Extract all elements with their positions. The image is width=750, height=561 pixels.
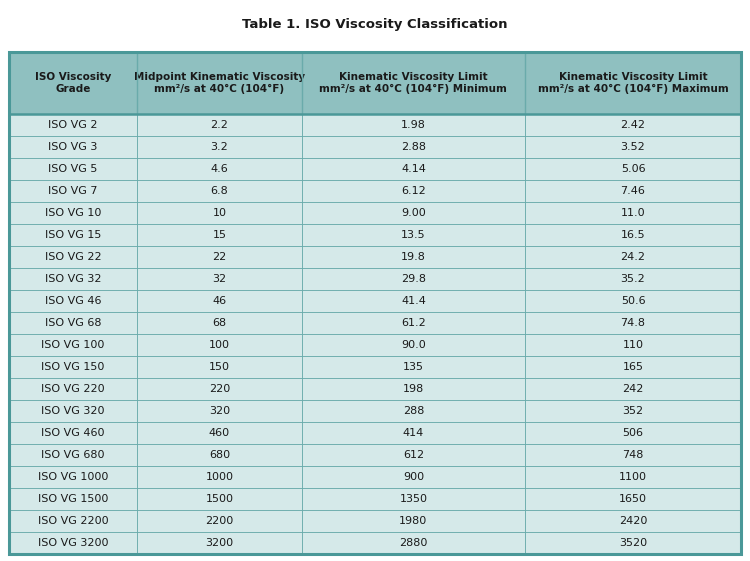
Text: ISO VG 22: ISO VG 22 — [45, 252, 101, 263]
Text: 9.00: 9.00 — [401, 208, 426, 218]
Text: 165: 165 — [622, 362, 644, 373]
Text: 16.5: 16.5 — [621, 231, 645, 241]
Text: ISO VG 3: ISO VG 3 — [48, 142, 98, 153]
Text: 19.8: 19.8 — [401, 252, 426, 263]
Text: ISO VG 320: ISO VG 320 — [41, 406, 105, 416]
Bar — [9, 52, 741, 114]
Text: 135: 135 — [403, 362, 424, 373]
Text: ISO VG 2: ISO VG 2 — [48, 121, 98, 131]
Text: 61.2: 61.2 — [401, 318, 426, 328]
Text: ISO VG 220: ISO VG 220 — [41, 384, 105, 394]
Text: 46: 46 — [212, 296, 226, 306]
Text: 1000: 1000 — [206, 472, 233, 482]
Text: ISO VG 7: ISO VG 7 — [48, 186, 98, 196]
Text: 74.8: 74.8 — [620, 318, 646, 328]
Text: 2.88: 2.88 — [401, 142, 426, 153]
Text: 1650: 1650 — [619, 494, 647, 504]
Text: 29.8: 29.8 — [401, 274, 426, 284]
Text: 1500: 1500 — [206, 494, 233, 504]
Text: 288: 288 — [403, 406, 424, 416]
Text: 24.2: 24.2 — [620, 252, 646, 263]
Text: 13.5: 13.5 — [401, 231, 426, 241]
Text: ISO VG 5: ISO VG 5 — [48, 164, 98, 174]
Text: ISO VG 100: ISO VG 100 — [41, 341, 105, 351]
Text: 198: 198 — [403, 384, 424, 394]
Text: ISO VG 1500: ISO VG 1500 — [38, 494, 108, 504]
Text: 2880: 2880 — [399, 538, 427, 548]
Text: ISO VG 10: ISO VG 10 — [45, 208, 101, 218]
Text: ISO VG 68: ISO VG 68 — [45, 318, 101, 328]
Text: 15: 15 — [212, 231, 226, 241]
Text: 414: 414 — [403, 428, 424, 438]
Text: ISO VG 15: ISO VG 15 — [45, 231, 101, 241]
Text: ISO VG 460: ISO VG 460 — [41, 428, 105, 438]
Text: 35.2: 35.2 — [621, 274, 646, 284]
Text: ISO VG 150: ISO VG 150 — [41, 362, 105, 373]
Text: 10: 10 — [212, 208, 226, 218]
Text: 3520: 3520 — [619, 538, 647, 548]
Text: Table 1. ISO Viscosity Classification: Table 1. ISO Viscosity Classification — [242, 18, 508, 31]
Text: 3.52: 3.52 — [621, 142, 646, 153]
Text: ISO VG 46: ISO VG 46 — [45, 296, 101, 306]
Text: 1100: 1100 — [619, 472, 647, 482]
Text: 50.6: 50.6 — [621, 296, 645, 306]
Text: 900: 900 — [403, 472, 424, 482]
Text: 7.46: 7.46 — [620, 186, 646, 196]
Text: 1.98: 1.98 — [401, 121, 426, 131]
Text: 110: 110 — [622, 341, 644, 351]
Text: 68: 68 — [212, 318, 226, 328]
Text: ISO VG 3200: ISO VG 3200 — [38, 538, 108, 548]
Text: ISO VG 1000: ISO VG 1000 — [38, 472, 108, 482]
Text: 320: 320 — [209, 406, 230, 416]
Text: 3200: 3200 — [206, 538, 233, 548]
Text: 1980: 1980 — [399, 516, 427, 526]
Text: 2.2: 2.2 — [211, 121, 229, 131]
Text: 32: 32 — [212, 274, 226, 284]
Bar — [9, 52, 741, 554]
Text: 11.0: 11.0 — [621, 208, 645, 218]
Text: Kinematic Viscosity Limit
mm²/s at 40°C (104°F) Maximum: Kinematic Viscosity Limit mm²/s at 40°C … — [538, 72, 728, 94]
Text: 506: 506 — [622, 428, 644, 438]
Text: 612: 612 — [403, 450, 424, 461]
Text: 100: 100 — [209, 341, 230, 351]
Text: 460: 460 — [209, 428, 230, 438]
Text: ISO VG 680: ISO VG 680 — [41, 450, 105, 461]
Text: 1350: 1350 — [400, 494, 427, 504]
Text: 4.6: 4.6 — [211, 164, 228, 174]
Text: 6.12: 6.12 — [401, 186, 426, 196]
Text: Kinematic Viscosity Limit
mm²/s at 40°C (104°F) Minimum: Kinematic Viscosity Limit mm²/s at 40°C … — [320, 72, 507, 94]
Text: ISO VG 32: ISO VG 32 — [45, 274, 101, 284]
Text: 220: 220 — [209, 384, 230, 394]
Text: Midpoint Kinematic Viscosity
mm²/s at 40°C (104°F): Midpoint Kinematic Viscosity mm²/s at 40… — [134, 72, 305, 94]
Text: 41.4: 41.4 — [401, 296, 426, 306]
Text: ISO VG 2200: ISO VG 2200 — [38, 516, 108, 526]
Text: 150: 150 — [209, 362, 230, 373]
Text: 2420: 2420 — [619, 516, 647, 526]
Text: 6.8: 6.8 — [211, 186, 228, 196]
Bar — [9, 52, 741, 554]
Text: 748: 748 — [622, 450, 644, 461]
Text: 2.42: 2.42 — [620, 121, 646, 131]
Text: 242: 242 — [622, 384, 644, 394]
Text: 2200: 2200 — [206, 516, 233, 526]
Text: 352: 352 — [622, 406, 644, 416]
Text: 90.0: 90.0 — [401, 341, 426, 351]
Text: 22: 22 — [212, 252, 226, 263]
Text: 680: 680 — [209, 450, 230, 461]
Text: 3.2: 3.2 — [211, 142, 228, 153]
Text: ISO Viscosity
Grade: ISO Viscosity Grade — [34, 72, 111, 94]
Text: 4.14: 4.14 — [401, 164, 426, 174]
Text: 5.06: 5.06 — [621, 164, 645, 174]
